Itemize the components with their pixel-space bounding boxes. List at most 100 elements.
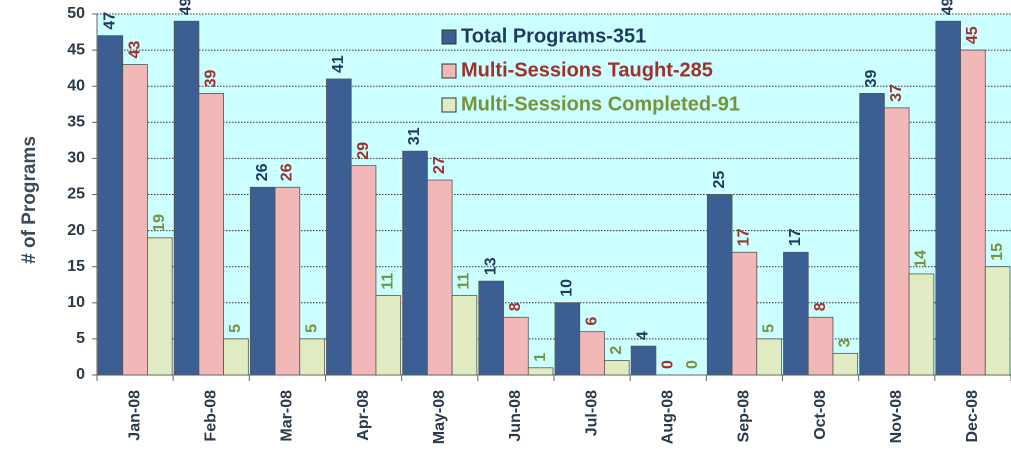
y-tick-label: 5 bbox=[76, 330, 85, 347]
bar bbox=[731, 251, 758, 376]
bar bbox=[350, 165, 377, 376]
y-tick-label: 40 bbox=[67, 77, 85, 94]
data-label: 26 bbox=[254, 163, 271, 181]
legend-swatch bbox=[441, 97, 457, 113]
data-label: 8 bbox=[812, 302, 829, 311]
bar bbox=[451, 295, 478, 376]
bar bbox=[97, 35, 124, 376]
bar bbox=[807, 316, 834, 376]
bar bbox=[478, 280, 504, 376]
bar bbox=[326, 78, 352, 376]
bar bbox=[223, 338, 249, 376]
bar bbox=[604, 360, 630, 376]
bar bbox=[630, 345, 657, 376]
data-label: 14 bbox=[913, 250, 930, 268]
bar bbox=[426, 179, 453, 376]
legend-label: Multi-Sessions Taught-285 bbox=[461, 59, 713, 81]
data-label: 17 bbox=[736, 228, 753, 246]
data-label: 4 bbox=[635, 331, 652, 340]
bar bbox=[960, 49, 986, 376]
y-tick-label: 30 bbox=[67, 150, 85, 167]
x-tick-label: Mar-08 bbox=[279, 390, 296, 442]
legend-swatch bbox=[441, 63, 457, 79]
y-tick-label: 10 bbox=[67, 294, 85, 311]
bar bbox=[274, 186, 301, 376]
bar bbox=[173, 20, 200, 376]
data-label: 5 bbox=[760, 324, 777, 333]
bar bbox=[503, 316, 529, 376]
x-tick-label: Jul-08 bbox=[583, 390, 600, 436]
data-label: 0 bbox=[684, 360, 701, 369]
data-label: 6 bbox=[583, 317, 600, 326]
data-label: 29 bbox=[355, 142, 372, 160]
data-label: 39 bbox=[202, 70, 219, 88]
data-label: 45 bbox=[964, 26, 981, 44]
x-tick-label: Jan-08 bbox=[126, 390, 143, 441]
data-label: 41 bbox=[330, 55, 347, 73]
data-label: 1 bbox=[532, 353, 549, 362]
bar bbox=[984, 266, 1011, 376]
y-tick-label: 25 bbox=[67, 186, 85, 203]
data-label: 26 bbox=[279, 163, 296, 181]
y-tick-label: 0 bbox=[76, 366, 85, 383]
bar bbox=[554, 302, 581, 376]
data-label: 8 bbox=[507, 302, 524, 311]
data-label: 47 bbox=[102, 12, 119, 30]
x-tick-label: Feb-08 bbox=[202, 390, 219, 442]
data-label: 5 bbox=[303, 324, 320, 333]
data-label: 2 bbox=[608, 346, 625, 355]
bar bbox=[527, 367, 554, 376]
bar bbox=[935, 20, 961, 376]
data-label: 11 bbox=[380, 273, 397, 290]
data-label: 11 bbox=[456, 273, 473, 290]
bar bbox=[375, 295, 402, 376]
data-label: 5 bbox=[227, 324, 244, 333]
x-tick-label: Dec-08 bbox=[964, 390, 981, 443]
bar bbox=[299, 338, 325, 376]
data-label: 37 bbox=[888, 84, 905, 102]
x-tick-label: Sep-08 bbox=[736, 390, 753, 443]
data-label: 15 bbox=[989, 243, 1006, 261]
y-tick-label: 45 bbox=[67, 41, 85, 58]
data-label: 31 bbox=[406, 127, 423, 145]
data-label: 49 bbox=[939, 0, 956, 15]
data-label: 10 bbox=[559, 279, 576, 297]
y-tick-label: 35 bbox=[67, 114, 85, 131]
y-tick-label: 50 bbox=[67, 5, 85, 22]
x-tick-label: Oct-08 bbox=[812, 390, 829, 440]
data-label: 0 bbox=[659, 360, 676, 369]
y-axis-label: # of Programs bbox=[19, 136, 40, 264]
data-label: 43 bbox=[126, 41, 143, 59]
x-tick-label: Aug-08 bbox=[659, 390, 676, 444]
data-label: 3 bbox=[837, 338, 854, 347]
legend-swatch bbox=[441, 29, 457, 45]
bar bbox=[832, 352, 859, 376]
data-label: 25 bbox=[711, 171, 728, 189]
data-label: 27 bbox=[431, 156, 448, 174]
data-label: 39 bbox=[863, 70, 880, 88]
data-label: 17 bbox=[787, 228, 804, 246]
bar bbox=[883, 107, 910, 376]
bar bbox=[706, 194, 733, 376]
data-label: 19 bbox=[151, 214, 168, 232]
legend-label: Total Programs-351 bbox=[461, 25, 646, 47]
bar bbox=[198, 93, 225, 376]
x-tick-label: Apr-08 bbox=[355, 390, 372, 441]
bar bbox=[122, 64, 148, 376]
x-tick-label: May-08 bbox=[431, 390, 448, 444]
y-tick-label: 15 bbox=[67, 258, 85, 275]
bar bbox=[402, 150, 428, 376]
bar bbox=[908, 273, 935, 376]
bar bbox=[579, 331, 605, 376]
data-label: 49 bbox=[178, 0, 195, 15]
x-tick-label: Jun-08 bbox=[507, 390, 524, 442]
bar bbox=[756, 338, 782, 376]
bar bbox=[783, 251, 809, 376]
bar bbox=[859, 93, 885, 376]
data-label: 13 bbox=[482, 257, 499, 275]
x-tick-label: Nov-08 bbox=[888, 390, 905, 443]
y-tick-label: 20 bbox=[67, 222, 85, 239]
legend-label: Multi-Sessions Completed-91 bbox=[461, 93, 740, 115]
bar bbox=[249, 186, 276, 376]
